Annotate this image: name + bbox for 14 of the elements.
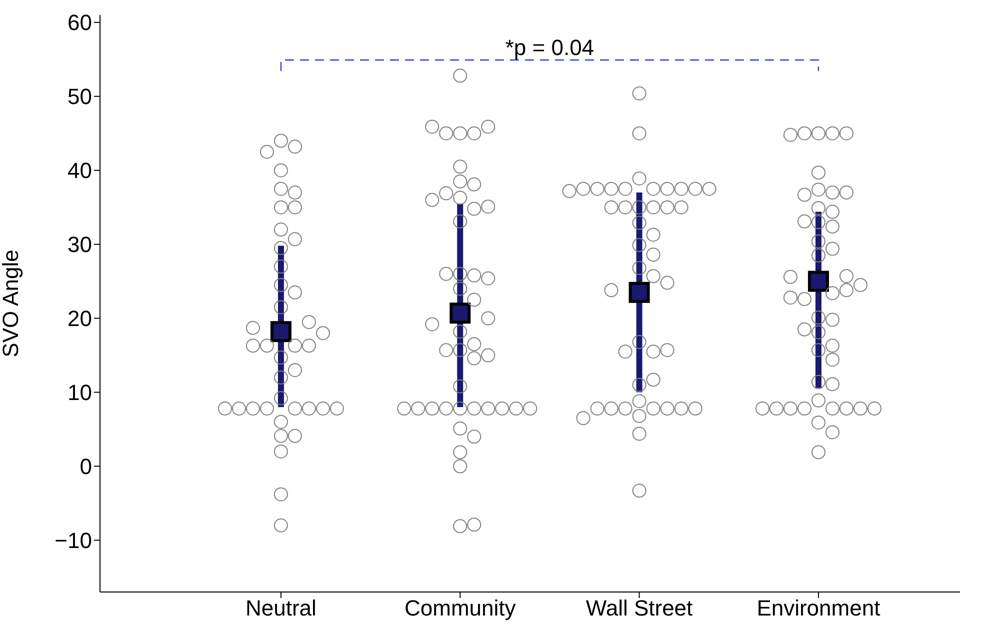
y-axis-title: SVO Angle — [0, 250, 23, 358]
x-tick-label: Environment — [756, 596, 880, 621]
x-tick-label: Neutral — [245, 596, 316, 621]
y-tick-label: 50 — [68, 84, 92, 110]
y-tick-label: 30 — [68, 232, 92, 258]
y-tick-label: 60 — [68, 10, 92, 36]
x-tick-label: Wall Street — [586, 596, 693, 621]
y-tick-label: −10 — [54, 528, 92, 554]
y-tick-label: 40 — [68, 158, 92, 184]
x-tick-label: Community — [404, 596, 516, 621]
y-tick-label: 0 — [80, 454, 92, 480]
y-tick-label: 20 — [68, 306, 92, 332]
y-tick-label: 10 — [68, 380, 92, 406]
annotation: *p = 0.04 — [505, 35, 594, 60]
